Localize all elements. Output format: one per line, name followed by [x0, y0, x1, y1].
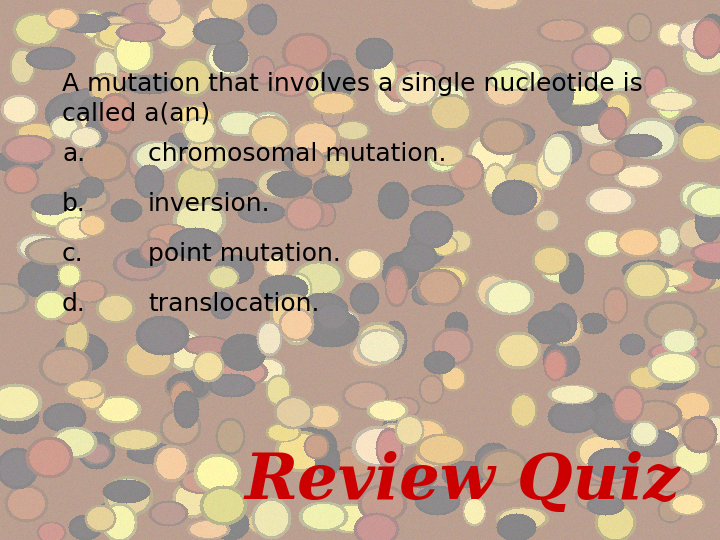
Text: point mutation.: point mutation. [148, 242, 341, 266]
Text: inversion.: inversion. [148, 192, 271, 216]
Text: Review Quiz: Review Quiz [244, 450, 680, 512]
Text: chromosomal mutation.: chromosomal mutation. [148, 142, 446, 166]
Text: b.: b. [62, 192, 86, 216]
Text: d.: d. [62, 292, 86, 316]
Text: translocation.: translocation. [148, 292, 320, 316]
Text: a.: a. [62, 142, 85, 166]
Text: A mutation that involves a single nucleotide is: A mutation that involves a single nucleo… [62, 72, 643, 96]
Text: called a(an): called a(an) [62, 102, 210, 126]
Text: c.: c. [62, 242, 84, 266]
